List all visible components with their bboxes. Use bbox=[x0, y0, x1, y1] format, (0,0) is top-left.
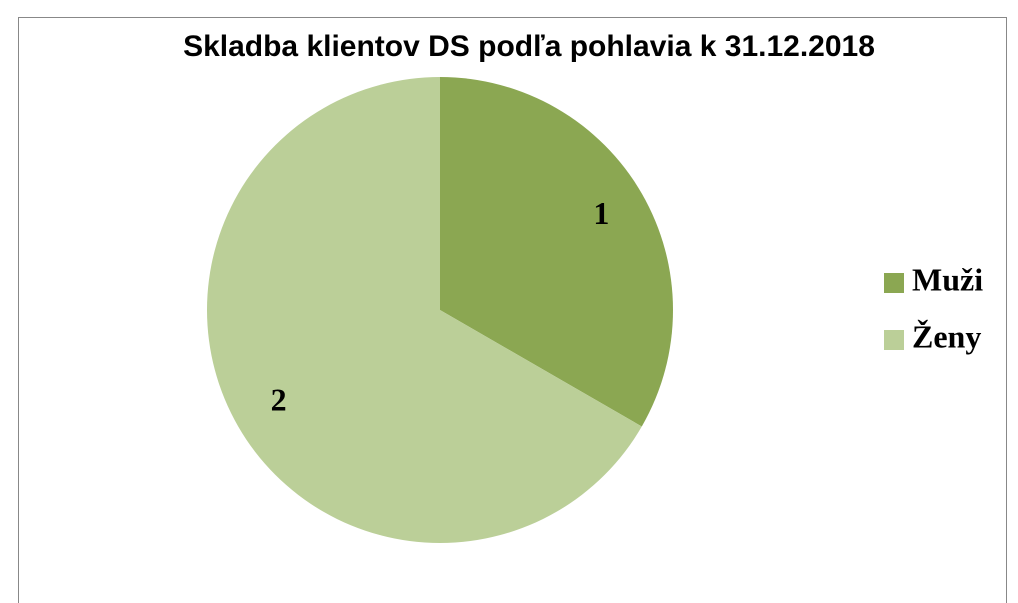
legend-label: Ženy bbox=[912, 318, 981, 354]
data-label: 1 bbox=[593, 195, 609, 231]
legend-swatch bbox=[884, 273, 904, 293]
legend-swatch bbox=[884, 330, 904, 350]
data-label: 2 bbox=[271, 382, 287, 418]
chart-title: Skladba klientov DS podľa pohlavia k 31.… bbox=[183, 30, 875, 63]
legend-label: Muži bbox=[912, 261, 983, 297]
pie-slice bbox=[440, 77, 674, 427]
pie-slice bbox=[206, 77, 642, 543]
